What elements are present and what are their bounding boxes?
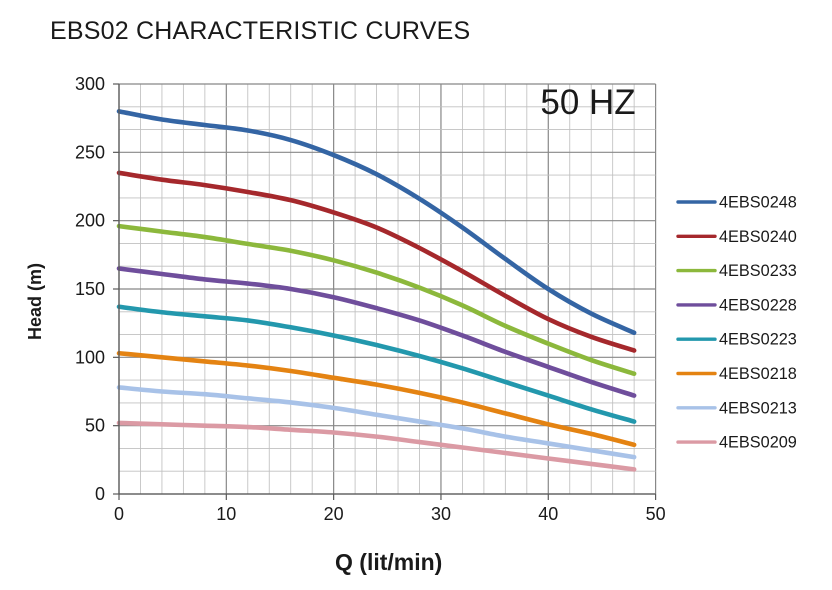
svg-text:150: 150 (75, 279, 105, 299)
svg-text:4EBS0223: 4EBS0223 (719, 331, 797, 349)
svg-text:50 HZ: 50 HZ (540, 83, 635, 122)
svg-text:20: 20 (324, 504, 344, 524)
svg-text:4EBS0233: 4EBS0233 (719, 262, 797, 280)
svg-text:4EBS0218: 4EBS0218 (719, 365, 797, 383)
svg-text:4EBS0213: 4EBS0213 (719, 399, 797, 417)
svg-text:100: 100 (75, 347, 105, 367)
svg-text:200: 200 (75, 211, 105, 231)
svg-text:50: 50 (646, 504, 666, 524)
svg-text:4EBS0228: 4EBS0228 (719, 296, 797, 314)
svg-text:4EBS0248: 4EBS0248 (719, 194, 797, 212)
svg-text:4EBS0240: 4EBS0240 (719, 228, 797, 246)
svg-text:300: 300 (75, 74, 105, 94)
svg-text:10: 10 (216, 504, 236, 524)
svg-text:40: 40 (538, 504, 558, 524)
svg-text:50: 50 (85, 416, 105, 436)
svg-text:0: 0 (95, 484, 105, 504)
svg-text:30: 30 (431, 504, 451, 524)
svg-text:0: 0 (114, 504, 124, 524)
svg-text:4EBS0209: 4EBS0209 (719, 434, 797, 452)
svg-text:250: 250 (75, 142, 105, 162)
